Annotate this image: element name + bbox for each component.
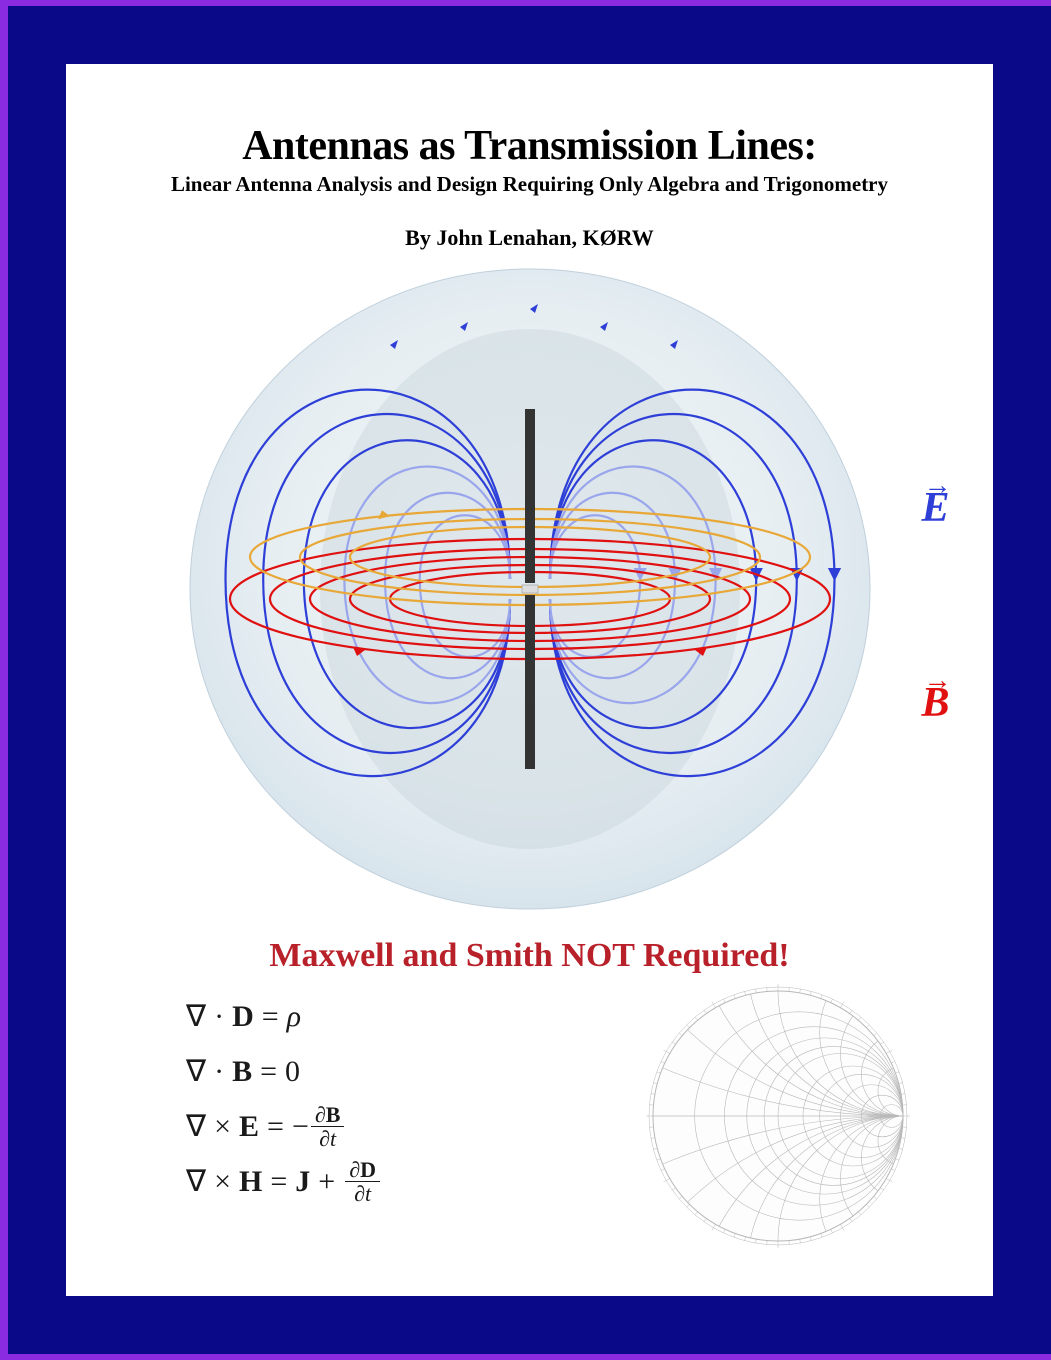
subtitle: Linear Antenna Analysis and Design Requi… [96, 172, 963, 197]
smith-chart [643, 981, 913, 1251]
em-field-diagram: → E → B [140, 259, 920, 919]
book-cover-page: Antennas as Transmission Lines: Linear A… [66, 64, 993, 1296]
eq-curl-e: ∇×E = − ∂∂BB ∂t [186, 1101, 382, 1152]
main-title: Antennas as Transmission Lines: [96, 122, 963, 170]
tagline: Maxwell and Smith NOT Required! [96, 937, 963, 975]
eq-div-d: ∇·D = ρ [186, 991, 382, 1042]
navy-frame: Antennas as Transmission Lines: Linear A… [8, 6, 1051, 1354]
smith-svg [643, 981, 913, 1251]
outer-frame: Antennas as Transmission Lines: Linear A… [0, 0, 1051, 1360]
eq-div-b: ∇·B = 0 [186, 1046, 382, 1097]
field-svg [140, 259, 920, 919]
author-line: By John Lenahan, KØRW [96, 225, 963, 251]
eq-curl-h: ∇×H = J+ ∂D ∂t [186, 1156, 382, 1207]
vector-arrow-icon: → [923, 470, 951, 502]
e-field-label: → E [921, 484, 949, 532]
bottom-row: ∇·D = ρ ∇·B = 0 ∇×E = − ∂∂BB [96, 991, 963, 1251]
b-field-label: → B [921, 679, 949, 727]
maxwell-equations: ∇·D = ρ ∇·B = 0 ∇×E = − ∂∂BB [186, 991, 382, 1211]
vector-arrow-icon: → [923, 665, 951, 697]
